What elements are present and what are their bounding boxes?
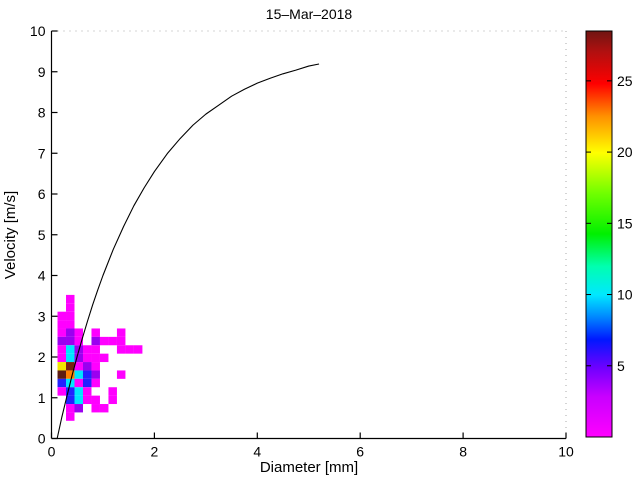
heatmap-cell <box>57 378 67 388</box>
heatmap-cell <box>91 336 100 346</box>
x-tick-label: 6 <box>356 444 364 460</box>
heatmap-cell <box>74 370 83 379</box>
heatmap-cell <box>57 336 67 346</box>
x-tick-label: 10 <box>558 444 574 460</box>
y-tick-label: 8 <box>38 105 46 121</box>
colorbar <box>585 30 613 438</box>
heatmap-cell <box>116 336 126 346</box>
heatmap-cell <box>74 387 83 396</box>
heatmap-cell <box>66 303 75 312</box>
heatmap-cell <box>66 320 75 329</box>
heatmap-cell <box>82 353 92 363</box>
heatmap-cell <box>133 345 143 354</box>
heatmap-cell <box>66 328 75 337</box>
heatmap-cell <box>57 387 67 396</box>
heatmap-cell <box>66 294 75 304</box>
heatmap-cell <box>74 404 83 413</box>
heatmap-cell <box>91 345 100 354</box>
heatmap-cell <box>82 378 92 388</box>
heatmap-cell <box>57 345 67 354</box>
heatmap-cell <box>74 378 83 388</box>
heatmap-cell <box>82 345 92 354</box>
heatmap-cell <box>91 370 100 379</box>
heatmap-cell <box>74 353 83 363</box>
heatmap-cell <box>66 362 75 371</box>
y-tick-label: 7 <box>38 145 46 161</box>
heatmap-cell <box>82 370 92 379</box>
heatmap-cell <box>91 328 100 337</box>
y-tick-label: 1 <box>38 390 46 406</box>
y-tick-label: 0 <box>38 431 46 447</box>
y-tick-label: 3 <box>38 308 46 324</box>
heatmap-cell <box>57 362 67 371</box>
heatmap-cell <box>66 311 75 321</box>
heatmap-cell <box>57 353 67 363</box>
heatmap-cell <box>57 370 67 379</box>
heatmap-cell <box>82 362 92 371</box>
y-tick-label: 6 <box>38 186 46 202</box>
heatmap-cell <box>66 404 75 413</box>
heatmap-cell <box>82 395 92 405</box>
y-tick-label: 2 <box>38 349 46 365</box>
heatmap-cell <box>66 345 75 354</box>
heatmap-cell <box>74 328 83 337</box>
heatmap-cell <box>116 328 126 337</box>
curve-layer <box>56 63 320 439</box>
heatmap-cell <box>66 353 75 363</box>
heatmap-cell <box>91 353 100 363</box>
heatmap-cell <box>74 336 83 346</box>
colorbar-tick-label: 5 <box>617 358 625 374</box>
heatmap-cells-layer <box>57 294 143 421</box>
y-tick-label: 9 <box>38 64 46 80</box>
heatmap-cell <box>82 387 92 396</box>
heatmap-cell <box>74 395 83 405</box>
heatmap-cell <box>57 320 67 329</box>
x-tick-label: 8 <box>459 444 467 460</box>
heatmap-cell <box>99 336 109 346</box>
heatmap-cell <box>91 378 100 388</box>
y-tick-label: 4 <box>38 268 46 284</box>
plot-box <box>51 30 567 439</box>
colorbar-tick-label: 25 <box>617 73 633 89</box>
heatmap-cell <box>108 387 117 396</box>
heatmap-cell <box>108 336 117 346</box>
heatmap-cell <box>99 353 109 363</box>
heatmap-cell <box>91 395 100 405</box>
heatmap-cell <box>91 404 100 413</box>
heatmap-cell <box>66 412 75 421</box>
x-axis-label: Diameter [mm] <box>260 459 358 476</box>
heatmap-cell <box>57 328 67 337</box>
y-axis-label: Velocity [m/s] <box>2 191 19 279</box>
x-tick-label: 4 <box>253 444 261 460</box>
heatmap-cell <box>57 311 67 321</box>
colorbar-tick-label: 15 <box>617 215 633 231</box>
heatmap-cell <box>74 362 83 371</box>
colorbar-layer: 5 10 15 20 25 <box>585 30 633 438</box>
heatmap-cell <box>116 345 126 354</box>
chart-title: 15–Mar–2018 <box>266 6 353 22</box>
heatmap-cell <box>91 362 100 371</box>
heatmap-cell <box>125 345 134 354</box>
y-tick-label: 10 <box>30 23 46 39</box>
x-tick-label: 2 <box>151 444 159 460</box>
heatmap-cell <box>66 336 75 346</box>
x-tick-label: 0 <box>48 444 56 460</box>
heatmap-cell <box>66 370 75 379</box>
colorbar-tick-label: 10 <box>617 287 633 303</box>
axes-layer: 0 2 4 6 8 10 0 1 2 3 4 5 6 7 8 9 10 <box>30 23 574 460</box>
heatmap-cell <box>108 395 117 405</box>
heatmap-cell <box>99 404 109 413</box>
heatmap-cell <box>66 395 75 405</box>
heatmap-cell <box>66 387 75 396</box>
colorbar-tick-label: 20 <box>617 144 633 160</box>
raindrop-terminal-velocity-curve <box>56 63 320 439</box>
y-tick-label: 5 <box>38 227 46 243</box>
heatmap-cell <box>116 370 126 379</box>
